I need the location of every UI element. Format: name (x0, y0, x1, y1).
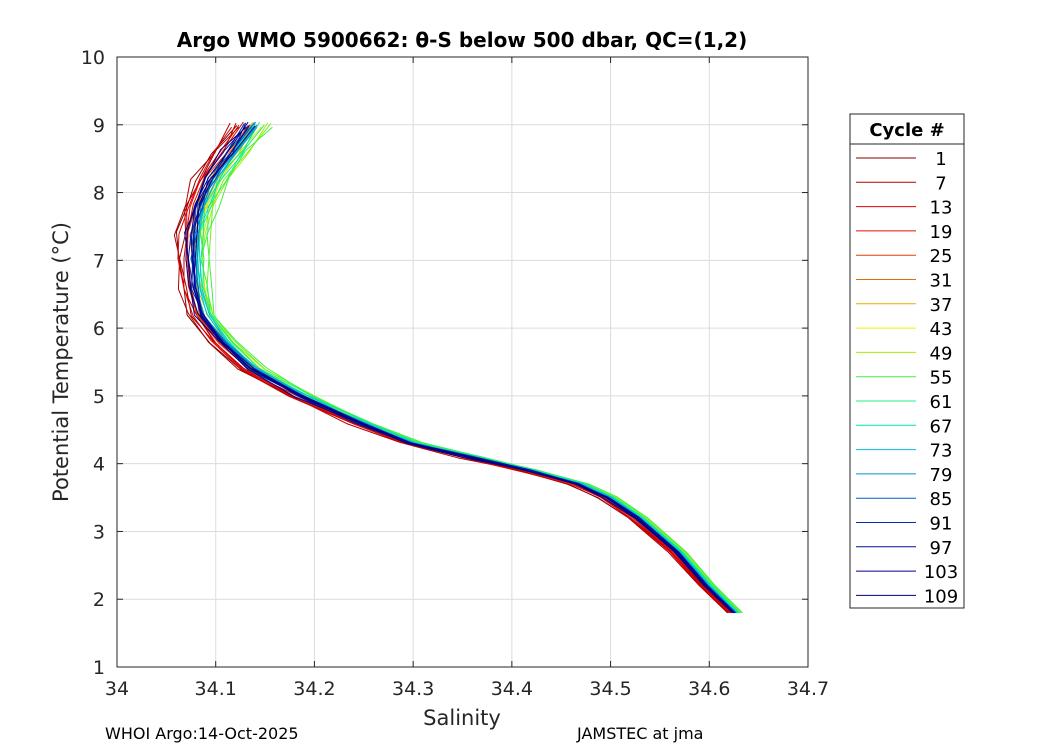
legend-label: 73 (930, 441, 953, 462)
legend-label: 7 (935, 173, 946, 194)
x-tick-label: 34 (105, 678, 129, 700)
series-line-cycle-106 (193, 125, 736, 614)
y-tick-label: 1 (93, 657, 105, 679)
legend-items: 1 7 13 19 25 31 37 43 49 55 61 67 73 79 85 91 97 103 109 (856, 149, 958, 607)
footer-credit: JAMSTEC at jma (577, 724, 704, 743)
legend-title: Cycle # (869, 120, 944, 141)
series-line-cycle-49 (202, 122, 742, 614)
x-tick-label: 34.2 (293, 678, 335, 700)
y-tick-label: 2 (93, 589, 105, 611)
x-tick-label: 34.5 (589, 678, 631, 700)
legend-label: 67 (930, 416, 953, 437)
legend-label: 103 (924, 562, 958, 583)
legend-label: 55 (930, 368, 953, 389)
legend-label: 79 (930, 465, 953, 486)
grid (117, 57, 808, 667)
series-line-cycle-61 (199, 121, 740, 614)
y-tick-label: 5 (93, 386, 105, 408)
legend-label: 109 (924, 586, 958, 607)
x-tick-label: 34.1 (195, 678, 237, 700)
legend-label: 25 (930, 246, 953, 267)
series-line-cycle-52 (206, 122, 743, 614)
legend-label: 85 (930, 489, 953, 510)
axis-ticks: 34 34.1 34.2 34.3 34.4 34.5 34.6 34.71234567891… (81, 47, 829, 700)
series-line-cycle-100 (192, 124, 735, 614)
y-tick-label: 7 (93, 250, 105, 272)
footer-source: WHOI Argo:14-Oct-2025 (105, 724, 299, 743)
legend-label: 31 (930, 271, 953, 292)
legend-label: 97 (930, 538, 953, 559)
y-tick-label: 9 (93, 115, 105, 137)
legend: Cycle # 1 7 13 19 25 31 37 43 49 55 61 67 73 79 85 91 97… (849, 113, 965, 609)
y-tick-label: 4 (93, 454, 105, 476)
plot-frame (116, 56, 809, 668)
x-tick-label: 34.4 (491, 678, 533, 700)
legend-label: 49 (930, 343, 953, 364)
series-line-cycle-103 (185, 121, 734, 614)
series-lines (173, 121, 743, 614)
series-line-cycle-64 (199, 125, 739, 614)
legend-label: 13 (930, 198, 953, 219)
series-line-cycle-109 (184, 126, 733, 614)
legend-label: 1 (935, 149, 946, 170)
legend-label: 37 (930, 295, 953, 316)
y-tick-label: 3 (93, 521, 105, 543)
y-tick-label: 8 (93, 183, 105, 205)
legend-label: 61 (930, 392, 953, 413)
legend-label: 43 (930, 319, 953, 340)
series-line-cycle-7 (173, 122, 728, 614)
legend-box (849, 113, 965, 609)
chart-title: Argo WMO 5900662: θ-S below 500 dbar, QC… (177, 28, 747, 52)
legend-label: 19 (930, 222, 953, 243)
x-axis-label: Salinity (423, 706, 501, 730)
y-tick-label: 10 (81, 47, 105, 69)
x-tick-label: 34.6 (688, 678, 730, 700)
legend-label: 91 (930, 514, 953, 535)
x-tick-label: 34.3 (392, 678, 434, 700)
series-line-cycle-55 (206, 126, 743, 614)
y-axis-label: Potential Temperature (°C) (49, 222, 73, 502)
y-tick-label: 6 (93, 318, 105, 340)
series-line-cycle-13 (177, 126, 730, 614)
x-tick-label: 34.7 (787, 678, 829, 700)
